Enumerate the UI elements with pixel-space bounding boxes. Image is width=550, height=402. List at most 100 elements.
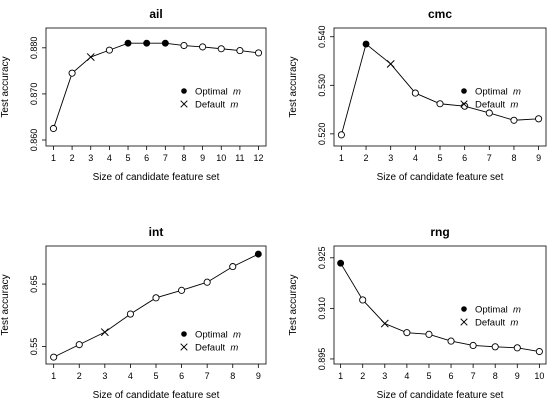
legend-default-label: Default m	[195, 100, 238, 111]
x-tick-label: 1	[51, 371, 56, 381]
cross-stroke	[100, 328, 109, 337]
x-tick-label: 10	[216, 153, 226, 163]
y-axis-label: Test accuracy	[288, 56, 299, 117]
chart-panel-ail: ail Size of candidate feature set Test acc…	[0, 7, 267, 183]
y-axis-label: Test accuracy	[0, 56, 11, 117]
legend-symbol: m	[510, 318, 518, 329]
x-tick-label: 4	[413, 153, 418, 163]
data-point	[337, 131, 345, 139]
x-tick-label: 3	[102, 371, 107, 381]
data-point	[68, 69, 76, 77]
legend-optimal-label: Optimal m	[475, 305, 521, 316]
chart-title: int	[149, 225, 164, 239]
data-point	[217, 45, 225, 53]
x-tick-label: 1	[339, 153, 344, 163]
legend-optimal-label: Optimal m	[195, 330, 241, 341]
legend-optimal-label: Optimal m	[475, 87, 521, 98]
data-point-optimal	[161, 39, 169, 47]
plot-frame	[333, 245, 547, 365]
legend-optimal-text: Optimal	[475, 87, 508, 98]
x-tick-label: 6	[144, 153, 149, 163]
legend-symbol: m	[230, 343, 238, 354]
data-point	[199, 43, 207, 51]
data-point-default	[100, 328, 109, 337]
data-point	[403, 329, 411, 337]
legend-symbol: m	[510, 100, 518, 111]
x-tick-label: 5	[437, 153, 442, 163]
chart-panel-cmc: cmc Size of candidate feature set Test acc…	[288, 7, 547, 183]
legend-optimal-label: Optimal m	[195, 87, 241, 98]
chart-title: cmc	[428, 7, 452, 21]
chart-panel-rng: rng Size of candidate feature set Test acc…	[288, 225, 547, 401]
data-point	[236, 47, 244, 55]
x-tick-label: 6	[449, 371, 454, 381]
x-tick-label: 2	[70, 153, 75, 163]
x-tick-label: 10	[534, 371, 544, 381]
data-point	[485, 109, 493, 117]
legend-optimal-marker	[181, 88, 187, 94]
data-point	[49, 124, 58, 133]
data-point	[411, 89, 419, 97]
x-tick-label: 5	[426, 371, 431, 381]
x-tick-label: 4	[128, 371, 133, 381]
x-tick-label: 4	[404, 371, 409, 381]
legend-symbol: m	[230, 100, 238, 111]
y-tick-label: 0.860	[29, 129, 39, 152]
x-tick-label: 2	[77, 371, 82, 381]
x-tick-label: 3	[382, 371, 387, 381]
legend-optimal-marker	[461, 88, 467, 94]
y-axis-label: Test accuracy	[0, 274, 11, 335]
legend-default-text: Default	[475, 318, 505, 329]
x-tick-label: 3	[88, 153, 93, 163]
legend-optimal-marker	[461, 306, 467, 312]
legend-default-label: Default m	[475, 318, 518, 329]
data-point-optimal	[337, 259, 345, 267]
data-point	[447, 337, 455, 345]
legend-default-label: Default m	[195, 343, 238, 354]
legend-optimal-text: Optimal	[475, 305, 508, 316]
legend-symbol: m	[513, 305, 521, 316]
cross-stroke	[86, 53, 95, 61]
y-tick-label: 0.870	[29, 83, 39, 106]
data-point-default	[86, 53, 95, 61]
y-tick-label: 0.880	[29, 37, 39, 60]
data-point	[75, 341, 83, 349]
data-point-optimal	[143, 39, 151, 47]
x-tick-label: 7	[487, 153, 492, 163]
x-tick-label: 9	[256, 371, 261, 381]
y-tick-label: 0.910	[317, 297, 327, 320]
x-tick-label: 9	[515, 371, 520, 381]
legend-symbol: m	[233, 330, 241, 341]
legend-default-marker	[180, 100, 188, 108]
x-tick-label: 7	[471, 371, 476, 381]
x-tick-label: 5	[153, 371, 158, 381]
x-tick-label: 2	[364, 153, 369, 163]
x-tick-label: 12	[254, 153, 264, 163]
y-tick-label: 0.925	[317, 247, 327, 270]
data-point-default	[386, 59, 395, 68]
cross-stroke	[386, 59, 395, 68]
y-tick-label: 0.540	[317, 25, 327, 48]
y-tick-label: 0.895	[317, 348, 327, 371]
legend-optimal-marker	[181, 331, 187, 337]
x-tick-label: 9	[200, 153, 205, 163]
x-tick-label: 11	[235, 153, 244, 163]
x-tick-label: 6	[179, 371, 184, 381]
x-tick-label: 8	[181, 153, 186, 163]
y-tick-label: 0.530	[317, 74, 327, 97]
data-point	[152, 294, 160, 302]
data-point	[359, 296, 367, 304]
legend-optimal-text: Optimal	[195, 87, 228, 98]
legend-default-text: Default	[195, 100, 225, 111]
x-axis-label: Size of candidate feature set	[377, 390, 504, 401]
x-tick-label: 4	[107, 153, 112, 163]
x-axis-label: Size of candidate feature set	[93, 172, 220, 183]
data-point	[229, 263, 237, 271]
x-tick-label: 6	[462, 153, 467, 163]
y-tick-label: 0.65	[29, 275, 39, 293]
data-point-default	[380, 319, 389, 328]
y-axis-label: Test accuracy	[288, 274, 299, 335]
